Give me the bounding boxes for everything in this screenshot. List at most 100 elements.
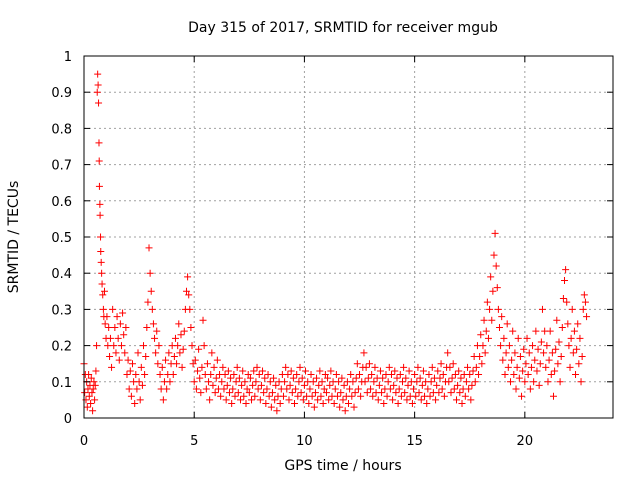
data-point bbox=[562, 266, 570, 274]
data-point bbox=[188, 342, 196, 350]
data-point bbox=[268, 389, 276, 397]
data-point bbox=[238, 381, 246, 389]
data-point bbox=[402, 374, 410, 382]
data-point bbox=[394, 400, 402, 408]
data-point bbox=[185, 291, 193, 299]
data-point bbox=[228, 400, 236, 408]
data-point bbox=[134, 349, 142, 357]
data-point bbox=[308, 392, 316, 400]
data-point bbox=[260, 389, 268, 397]
data-point bbox=[252, 378, 260, 386]
data-point bbox=[507, 378, 515, 386]
y-tick-labels: 0 0.1 0.2 0.3 0.4 0.5 0.6 0.7 0.8 0.9 1 bbox=[51, 50, 72, 427]
data-point bbox=[411, 371, 419, 379]
data-point bbox=[535, 381, 543, 389]
data-point bbox=[109, 305, 117, 313]
data-point bbox=[324, 374, 332, 382]
data-point bbox=[123, 371, 131, 379]
data-point bbox=[427, 378, 435, 386]
data-point bbox=[225, 389, 233, 397]
data-point bbox=[578, 352, 586, 360]
data-point bbox=[310, 403, 318, 411]
data-point bbox=[96, 200, 104, 208]
data-point bbox=[218, 378, 226, 386]
data-point bbox=[144, 298, 152, 306]
data-point bbox=[532, 327, 540, 335]
data-point bbox=[92, 367, 100, 375]
data-point bbox=[217, 392, 225, 400]
data-point bbox=[577, 378, 585, 386]
data-point bbox=[510, 371, 518, 379]
data-point bbox=[131, 400, 139, 408]
data-point bbox=[350, 403, 358, 411]
data-point bbox=[292, 385, 300, 393]
data-point bbox=[367, 385, 375, 393]
data-point bbox=[461, 392, 469, 400]
data-point bbox=[314, 396, 322, 404]
data-point bbox=[527, 363, 535, 371]
data-point bbox=[200, 342, 208, 350]
data-point bbox=[110, 342, 118, 350]
data-point bbox=[261, 374, 269, 382]
data-point bbox=[484, 334, 492, 342]
data-point bbox=[365, 360, 373, 368]
data-point bbox=[538, 305, 546, 313]
data-point bbox=[494, 305, 502, 313]
data-point bbox=[336, 403, 344, 411]
data-point bbox=[524, 371, 532, 379]
data-point bbox=[105, 324, 113, 331]
data-point bbox=[251, 392, 259, 400]
data-point bbox=[397, 392, 405, 400]
data-point bbox=[87, 400, 95, 408]
data-point bbox=[520, 345, 528, 353]
data-point bbox=[289, 374, 297, 382]
data-point bbox=[248, 396, 256, 404]
data-point bbox=[223, 381, 231, 389]
data-point bbox=[174, 342, 182, 350]
data-point bbox=[239, 367, 247, 375]
data-point bbox=[322, 389, 330, 397]
data-point bbox=[523, 334, 531, 342]
data-point bbox=[357, 392, 365, 400]
data-point bbox=[116, 320, 124, 328]
data-point bbox=[568, 305, 576, 313]
data-point bbox=[424, 385, 432, 393]
data-point bbox=[155, 342, 163, 350]
data-point bbox=[561, 276, 569, 284]
data-point bbox=[94, 81, 102, 89]
data-point bbox=[298, 374, 306, 382]
data-point bbox=[147, 287, 155, 295]
data-point bbox=[401, 389, 409, 397]
data-point bbox=[111, 324, 119, 331]
data-point bbox=[179, 345, 187, 353]
data-point bbox=[153, 327, 161, 335]
data-point bbox=[220, 385, 228, 393]
data-point bbox=[154, 360, 162, 368]
data-point bbox=[296, 363, 304, 371]
data-point bbox=[451, 371, 459, 379]
data-point bbox=[531, 356, 539, 364]
data-point bbox=[374, 396, 382, 404]
data-point bbox=[245, 389, 253, 397]
data-point bbox=[89, 385, 97, 393]
data-point bbox=[395, 385, 403, 393]
data-point bbox=[249, 381, 257, 389]
data-point bbox=[95, 157, 103, 165]
data-point bbox=[120, 331, 128, 339]
data-point bbox=[341, 407, 349, 415]
data-point bbox=[99, 291, 107, 299]
data-point bbox=[384, 378, 392, 386]
data-point bbox=[525, 349, 533, 357]
data-point bbox=[133, 385, 141, 393]
data-point bbox=[330, 400, 338, 408]
data-point bbox=[444, 349, 452, 357]
data-point bbox=[399, 378, 407, 386]
data-point bbox=[90, 378, 98, 386]
data-point bbox=[300, 381, 308, 389]
data-point bbox=[197, 389, 205, 397]
data-point bbox=[379, 374, 387, 382]
data-point bbox=[483, 298, 491, 306]
data-point bbox=[262, 400, 270, 408]
data-point bbox=[332, 371, 340, 379]
data-point bbox=[128, 360, 136, 368]
